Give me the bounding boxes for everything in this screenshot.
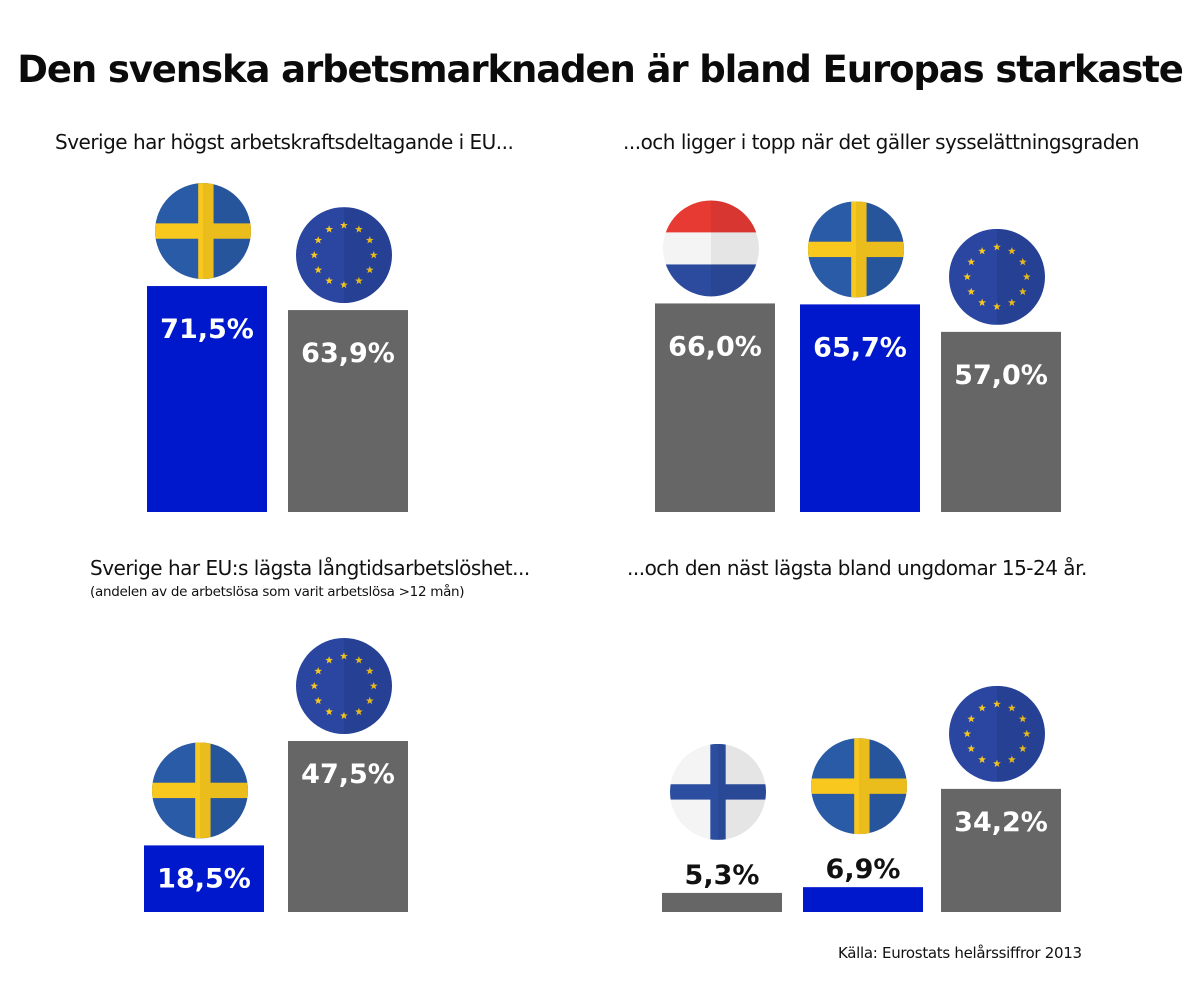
bar-finland bbox=[662, 892, 782, 912]
bar-eu bbox=[288, 741, 408, 912]
sweden-flag-icon bbox=[808, 201, 904, 298]
bar-sverige bbox=[800, 304, 920, 512]
value-label: 47,5% bbox=[301, 759, 395, 790]
value-label: 5,3% bbox=[685, 860, 760, 891]
bar-eu bbox=[941, 331, 1061, 512]
value-label: 63,9% bbox=[301, 338, 395, 369]
eu-flag-icon bbox=[949, 685, 1045, 782]
source-note: Källa: Eurostats helårssiffror 2013 bbox=[838, 944, 1082, 962]
bar-sverige bbox=[144, 845, 264, 912]
value-label: 66,0% bbox=[668, 331, 762, 362]
eu-flag-icon bbox=[296, 638, 392, 734]
eu-flag-icon bbox=[949, 228, 1045, 325]
bar-sverige bbox=[803, 887, 923, 912]
bar-eu bbox=[288, 310, 408, 512]
value-label: 57,0% bbox=[954, 360, 1048, 391]
chart-3-subtitle: (andelen av de arbetslösa som varit arbe… bbox=[90, 584, 465, 600]
chart-3-title: Sverige har EU:s lägsta långtidsarbetslö… bbox=[90, 556, 530, 580]
eu-flag-icon bbox=[296, 207, 392, 304]
value-label: 6,9% bbox=[826, 854, 901, 885]
value-label: 65,7% bbox=[813, 332, 907, 363]
bar-sverige bbox=[147, 286, 267, 512]
chart-4-title: ...och den näst lägsta bland ungdomar 15… bbox=[627, 556, 1087, 580]
sweden-flag-icon bbox=[152, 742, 248, 839]
page-title: Den svenska arbetsmarknaden är bland Eur… bbox=[17, 48, 1184, 91]
value-label: 18,5% bbox=[157, 863, 251, 894]
value-label: 34,2% bbox=[954, 807, 1048, 838]
sweden-flag-icon bbox=[811, 738, 907, 835]
finland-flag-icon bbox=[670, 743, 766, 840]
chart-2-title: ...och ligger i topp när det gäller syss… bbox=[623, 130, 1139, 154]
bar-nederländerna bbox=[655, 303, 775, 512]
sweden-flag-icon bbox=[155, 183, 251, 280]
bar-eu bbox=[941, 788, 1061, 912]
value-label: 71,5% bbox=[160, 314, 254, 345]
chart-1-title: Sverige har högst arbetskraftsdeltagande… bbox=[55, 130, 514, 154]
